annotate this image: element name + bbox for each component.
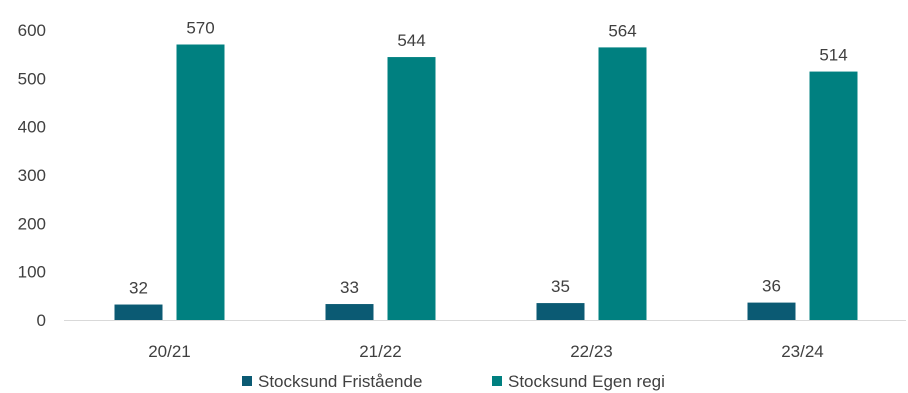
data-label: 514 bbox=[819, 46, 847, 65]
y-tick-label: 0 bbox=[37, 311, 46, 330]
x-tick-label: 21/22 bbox=[359, 342, 402, 361]
data-label: 544 bbox=[397, 31, 425, 50]
legend: Stocksund Fristående Stocksund Egen regi bbox=[242, 372, 665, 391]
bar-fristaende bbox=[536, 303, 585, 320]
y-tick-label: 600 bbox=[18, 21, 46, 40]
y-tick-label: 500 bbox=[18, 69, 46, 88]
x-axis: 20/21 21/22 22/23 23/24 bbox=[64, 320, 906, 361]
x-tick-label: 22/23 bbox=[570, 342, 613, 361]
data-labels: 32 570 33 544 35 564 36 514 bbox=[129, 19, 848, 298]
y-tick-label: 300 bbox=[18, 166, 46, 185]
bar-fristaende bbox=[747, 302, 796, 320]
y-tick-label: 400 bbox=[18, 118, 46, 137]
data-label: 36 bbox=[762, 277, 781, 296]
y-tick-label: 100 bbox=[18, 263, 46, 282]
bar-fristaende bbox=[325, 304, 374, 320]
legend-swatch bbox=[492, 376, 502, 386]
bars bbox=[114, 44, 858, 321]
legend-label: Stocksund Egen regi bbox=[508, 372, 665, 391]
x-tick-label: 23/24 bbox=[781, 342, 824, 361]
bar-egen-regi bbox=[598, 47, 647, 321]
data-label: 570 bbox=[186, 19, 214, 38]
y-axis: 0 100 200 300 400 500 600 bbox=[18, 21, 46, 330]
legend-label: Stocksund Fristående bbox=[258, 372, 422, 391]
x-tick-label: 20/21 bbox=[148, 342, 191, 361]
data-label: 35 bbox=[551, 277, 570, 296]
y-tick-label: 200 bbox=[18, 214, 46, 233]
data-label: 32 bbox=[129, 279, 148, 298]
data-label: 33 bbox=[340, 278, 359, 297]
bar-fristaende bbox=[114, 304, 163, 320]
bar-egen-regi bbox=[809, 71, 858, 320]
data-label: 564 bbox=[608, 21, 636, 40]
bar-egen-regi bbox=[387, 57, 436, 321]
bar-egen-regi bbox=[176, 44, 225, 320]
legend-swatch bbox=[242, 376, 252, 386]
